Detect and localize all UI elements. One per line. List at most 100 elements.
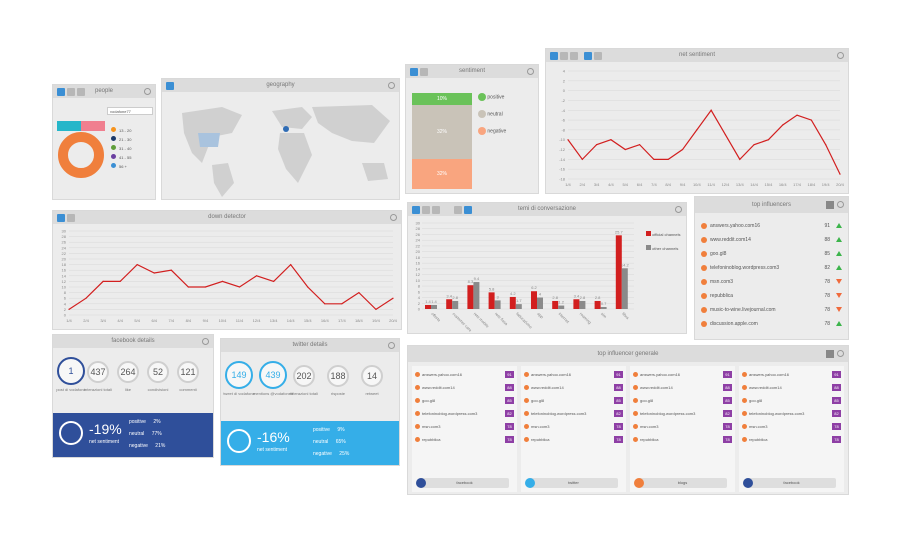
influencer-row[interactable]: repubblica 78 bbox=[742, 435, 841, 446]
influencer-name: www.reddit.com14 bbox=[749, 385, 782, 390]
x-tick-label: 18/4 bbox=[807, 182, 816, 187]
sentiment-tab-icon[interactable] bbox=[420, 68, 428, 76]
influencer-row[interactable]: telefoninoblog.wordpress.com3 82 bbox=[742, 409, 841, 420]
influencer-row[interactable]: music-to-wine.livejournal.com 78 bbox=[701, 305, 842, 317]
channel-label: blogs bbox=[677, 480, 688, 485]
channel-footer[interactable]: facebook bbox=[416, 478, 509, 488]
chart-tab-icon[interactable] bbox=[454, 206, 462, 214]
influencer-row[interactable]: www.reddit.com14 88 bbox=[701, 235, 842, 247]
source-icon bbox=[633, 411, 638, 416]
chart-tab-icon[interactable] bbox=[57, 214, 65, 222]
influencer-row[interactable]: telefoninoblog.wordpress.com3 82 bbox=[524, 409, 623, 420]
gear-icon[interactable] bbox=[388, 342, 395, 349]
influencer-row[interactable]: repubblica 78 bbox=[701, 291, 842, 303]
influencer-row[interactable]: telefoninoblog.wordpress.com3 82 bbox=[701, 263, 842, 275]
influencer-row[interactable]: answers.yahoo.com16 91 bbox=[742, 370, 841, 381]
people-tab-icon[interactable] bbox=[77, 88, 85, 96]
influencer-row[interactable]: repubblica 78 bbox=[524, 435, 623, 446]
chart-tab-icon[interactable] bbox=[584, 52, 592, 60]
influencer-score: 85 bbox=[505, 397, 514, 404]
chart-tab-icon[interactable] bbox=[432, 206, 440, 214]
influencer-row[interactable]: discussion.apple.com 78 bbox=[701, 319, 842, 331]
influencer-row[interactable]: www.reddit.com14 88 bbox=[633, 383, 732, 394]
channel-footer[interactable]: blogs bbox=[634, 478, 727, 488]
arrow-up-icon bbox=[836, 265, 842, 270]
chart-tab-icon[interactable] bbox=[594, 52, 602, 60]
influencer-row[interactable]: goo.gl8 85 bbox=[524, 396, 623, 407]
data-point bbox=[710, 109, 712, 111]
influencer-name: msn.com3 bbox=[640, 424, 659, 429]
influencer-row[interactable]: msn.com3 78 bbox=[633, 422, 732, 433]
influencer-row[interactable]: msn.com3 78 bbox=[524, 422, 623, 433]
influencer-row[interactable]: repubblica 78 bbox=[633, 435, 732, 446]
gear-icon[interactable] bbox=[837, 52, 844, 59]
stat-circle: 264 bbox=[117, 361, 139, 383]
chart-tab-icon[interactable] bbox=[464, 206, 472, 214]
chart-tab-icon[interactable] bbox=[422, 206, 430, 214]
people-filter-input[interactable]: vodafone77 bbox=[107, 107, 153, 115]
facebook-net-label: net sentiment bbox=[89, 439, 120, 445]
influencer-name: msn.com3 bbox=[710, 279, 734, 285]
down-detector-title: down detector bbox=[208, 214, 246, 220]
influencer-row[interactable]: www.reddit.com14 88 bbox=[415, 383, 514, 394]
influencer-row[interactable]: msn.com3 78 bbox=[742, 422, 841, 433]
pin-icon[interactable] bbox=[166, 82, 174, 90]
influencer-name: repubblica bbox=[749, 437, 768, 442]
source-icon bbox=[742, 385, 747, 390]
influencer-row[interactable]: msn.com3 78 bbox=[701, 277, 842, 289]
bar-value-label: 1.7 bbox=[516, 298, 522, 303]
positive-legend: positive bbox=[478, 93, 504, 101]
gear-icon[interactable] bbox=[144, 88, 151, 95]
stat-circle: 188 bbox=[327, 365, 349, 387]
data-point bbox=[810, 119, 812, 121]
geography-title: geography bbox=[266, 82, 295, 88]
influencer-row[interactable]: www.reddit.com14 88 bbox=[524, 383, 623, 394]
gear-icon[interactable] bbox=[837, 201, 844, 208]
bar bbox=[558, 305, 565, 309]
age-swatch bbox=[111, 136, 116, 141]
influencer-row[interactable]: goo.gl8 85 bbox=[415, 396, 514, 407]
influencer-row[interactable]: answers.yahoo.com16 91 bbox=[701, 221, 842, 233]
influencer-row[interactable]: goo.gl8 85 bbox=[742, 396, 841, 407]
chart-tab-icon[interactable] bbox=[560, 52, 568, 60]
bar-value-label: 4.2 bbox=[510, 291, 516, 296]
gear-icon[interactable] bbox=[675, 206, 682, 213]
add-icon[interactable] bbox=[826, 201, 834, 209]
influencer-row[interactable]: goo.gl8 85 bbox=[633, 396, 732, 407]
influencer-row[interactable]: telefoninoblog.wordpress.com3 82 bbox=[415, 409, 514, 420]
female-badge bbox=[81, 121, 105, 131]
influencer-row[interactable]: repubblica 78 bbox=[415, 435, 514, 446]
influencer-row[interactable]: msn.com3 78 bbox=[415, 422, 514, 433]
gear-icon[interactable] bbox=[837, 350, 844, 357]
influencer-score: 82 bbox=[505, 410, 514, 417]
arrow-up-icon bbox=[836, 223, 842, 228]
influencer-row[interactable]: answers.yahoo.com16 91 bbox=[524, 370, 623, 381]
gear-icon[interactable] bbox=[202, 338, 209, 345]
add-icon[interactable] bbox=[826, 350, 834, 358]
gear-icon[interactable] bbox=[388, 82, 395, 89]
chart-tab-icon[interactable] bbox=[412, 206, 420, 214]
influencer-score: 78 bbox=[824, 321, 830, 327]
category-label: fatturazione bbox=[515, 311, 534, 330]
category-label: fibra bbox=[621, 311, 631, 321]
x-tick-label: 13/4 bbox=[736, 182, 745, 187]
chart-tab-icon[interactable] bbox=[550, 52, 558, 60]
influencer-row[interactable]: telefoninoblog.wordpress.com3 82 bbox=[633, 409, 732, 420]
influencer-row[interactable]: www.reddit.com14 88 bbox=[742, 383, 841, 394]
chart-tab-icon[interactable] bbox=[570, 52, 578, 60]
channel-footer[interactable]: twitter bbox=[525, 478, 618, 488]
people-tab-icon[interactable] bbox=[57, 88, 65, 96]
sentiment-tab-icon[interactable] bbox=[410, 68, 418, 76]
influencer-row[interactable]: goo.gl8 85 bbox=[701, 249, 842, 261]
chart-tab-icon[interactable] bbox=[67, 214, 75, 222]
influencer-name: msn.com3 bbox=[749, 424, 768, 429]
channel-footer[interactable]: facebook bbox=[743, 478, 836, 488]
influencer-row[interactable]: answers.yahoo.com16 91 bbox=[633, 370, 732, 381]
gear-icon[interactable] bbox=[527, 68, 534, 75]
source-icon bbox=[524, 385, 529, 390]
net-sentiment-chart: 4 2 0 -2 -4 -6 -8 -10 -12 -14 -16 -181/4 2/4 3/4 4/4 5/… bbox=[559, 69, 844, 188]
category-label: sim bbox=[600, 311, 608, 319]
people-tab-icon[interactable] bbox=[67, 88, 75, 96]
gear-icon[interactable] bbox=[390, 214, 397, 221]
influencer-row[interactable]: answers.yahoo.com16 91 bbox=[415, 370, 514, 381]
